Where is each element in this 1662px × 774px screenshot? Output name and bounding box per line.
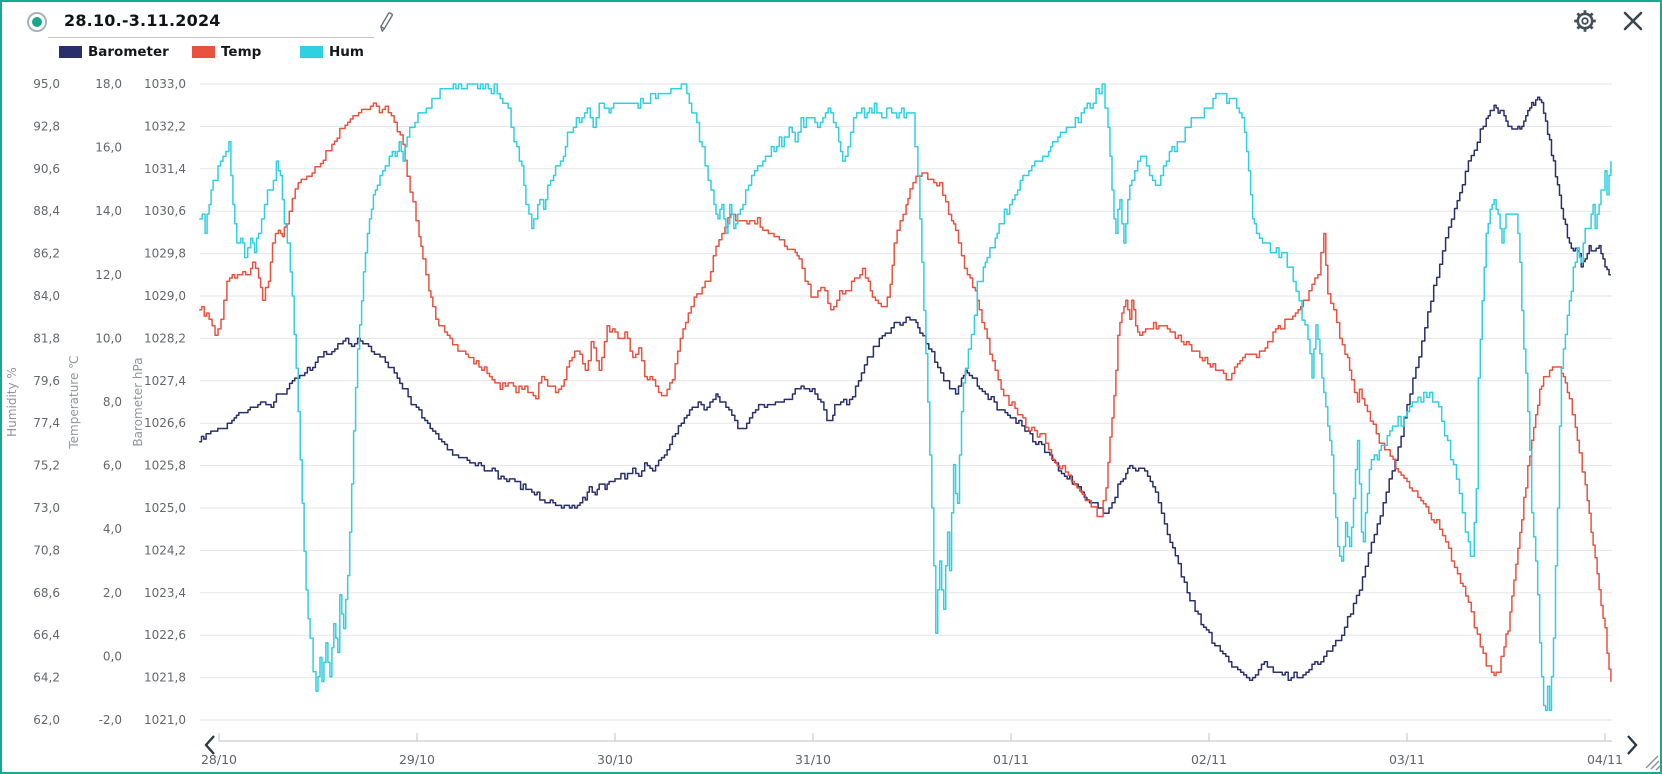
y-tick-label: 2,0 xyxy=(103,586,122,600)
y-tick-label: -2,0 xyxy=(99,713,122,727)
x-tick-label: 01/11 xyxy=(993,752,1029,767)
edit-pencil-icon[interactable] xyxy=(374,10,398,34)
y-tick-label: 8,0 xyxy=(103,395,122,409)
legend-label: Barometer xyxy=(88,44,169,60)
y-tick-label: 12,0 xyxy=(95,268,122,282)
y-tick-label: 1022,6 xyxy=(144,628,186,642)
x-tick-label: 02/11 xyxy=(1191,752,1227,767)
x-tick-label: 28/10 xyxy=(201,752,237,767)
y-tick-label: 1025,8 xyxy=(144,459,186,473)
y-tick-label: 1027,4 xyxy=(144,374,186,388)
legend-item-barometer[interactable]: Barometer xyxy=(59,44,169,60)
y-tick-label: 1029,8 xyxy=(144,247,186,261)
y-tick-label: 14,0 xyxy=(95,204,122,218)
date-range-field[interactable]: 28.10.-3.11.2024 xyxy=(64,11,221,30)
y-tick-label: 77,4 xyxy=(33,416,60,430)
y-tick-label: 4,0 xyxy=(103,522,122,536)
y-tick-label: 1026,6 xyxy=(144,416,186,430)
scroll-prev-chevron-icon[interactable] xyxy=(204,735,215,755)
y-tick-label: 6,0 xyxy=(103,459,122,473)
y-tick-label: 62,0 xyxy=(33,713,60,727)
series-line-hum xyxy=(199,83,1612,712)
x-tick-label: 04/11 xyxy=(1587,752,1623,767)
y-tick-label: 84,0 xyxy=(33,289,60,303)
y-tick-label: 16,0 xyxy=(95,141,122,155)
y-tick-label: 1031,4 xyxy=(144,162,186,176)
y-tick-label: 73,0 xyxy=(33,501,60,515)
y-tick-label: 90,6 xyxy=(33,162,60,176)
y-tick-label: 1021,8 xyxy=(144,671,186,685)
y-tick-label: 86,2 xyxy=(33,247,60,261)
y-tick-label: 1028,2 xyxy=(144,331,186,345)
x-tick-label: 30/10 xyxy=(597,752,633,767)
x-tick-label: 03/11 xyxy=(1389,752,1425,767)
y-tick-label: 1025,0 xyxy=(144,501,186,515)
y-tick-label: 18,0 xyxy=(95,77,122,91)
y-tick-label: 10,0 xyxy=(95,331,122,345)
x-tick-label: 29/10 xyxy=(399,752,435,767)
close-icon[interactable] xyxy=(1622,10,1644,32)
radio-dot-icon xyxy=(32,17,42,27)
y-axis-title: Temperature ℃ xyxy=(67,355,81,449)
hum-swatch xyxy=(300,46,323,58)
y-tick-label: 95,0 xyxy=(33,77,60,91)
resize-handle-icon[interactable] xyxy=(1645,755,1661,771)
y-tick-label: 68,6 xyxy=(33,586,60,600)
y-tick-label: 1023,4 xyxy=(144,586,186,600)
barometer-swatch xyxy=(59,46,82,58)
legend-item-temp[interactable]: Temp xyxy=(192,44,261,60)
legend-item-hum[interactable]: Hum xyxy=(300,44,364,60)
y-tick-label: 75,2 xyxy=(33,459,60,473)
legend-label: Temp xyxy=(221,44,262,60)
y-tick-label: 0,0 xyxy=(103,649,122,663)
y-tick-label: 1032,2 xyxy=(144,119,186,133)
x-tick-label: 31/10 xyxy=(795,752,831,767)
y-axis-title: Barometer hPa xyxy=(131,357,145,446)
y-tick-label: 70,8 xyxy=(33,543,60,557)
y-tick-label: 1024,2 xyxy=(144,543,186,557)
record-radio-indicator[interactable] xyxy=(27,12,47,32)
settings-gear-icon[interactable] xyxy=(1572,8,1598,34)
y-tick-label: 92,8 xyxy=(33,119,60,133)
y-tick-label: 1029,0 xyxy=(144,289,186,303)
y-axis-title: Humidity % xyxy=(5,367,19,437)
scroll-next-chevron-icon[interactable] xyxy=(1627,735,1638,755)
y-tick-label: 1030,6 xyxy=(144,204,186,218)
y-tick-label: 79,6 xyxy=(33,374,60,388)
y-tick-label: 1021,0 xyxy=(144,713,186,727)
y-tick-label: 1033,0 xyxy=(144,77,186,91)
temp-swatch xyxy=(192,46,215,58)
series-line-barometer xyxy=(199,96,1611,682)
date-range-underline xyxy=(48,37,374,38)
y-tick-label: 88,4 xyxy=(33,204,60,218)
legend-label: Hum xyxy=(329,44,364,60)
y-tick-label: 81,8 xyxy=(33,331,60,345)
y-tick-label: 64,2 xyxy=(33,671,60,685)
y-tick-label: 66,4 xyxy=(33,628,60,642)
series-line-temp xyxy=(199,102,1612,682)
